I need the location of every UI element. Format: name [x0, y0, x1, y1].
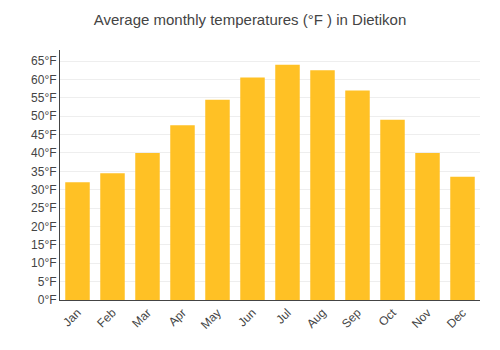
svg-text:May: May: [198, 306, 224, 332]
svg-text:55°F: 55°F: [31, 91, 56, 105]
svg-text:35°F: 35°F: [31, 165, 56, 179]
svg-text:65°F: 65°F: [31, 54, 56, 68]
svg-text:60°F: 60°F: [31, 73, 56, 87]
svg-text:45°F: 45°F: [31, 128, 56, 142]
svg-text:Jan: Jan: [60, 306, 84, 330]
svg-text:50°F: 50°F: [31, 109, 56, 123]
svg-text:Feb: Feb: [94, 306, 119, 331]
svg-text:0°F: 0°F: [38, 293, 57, 307]
svg-text:Sep: Sep: [339, 306, 364, 331]
svg-text:Nov: Nov: [409, 306, 434, 331]
svg-text:15°F: 15°F: [31, 238, 56, 252]
svg-text:Jun: Jun: [235, 306, 259, 330]
svg-text:Apr: Apr: [166, 306, 189, 329]
svg-text:Aug: Aug: [304, 306, 329, 331]
svg-text:5°F: 5°F: [38, 275, 57, 289]
svg-text:Dec: Dec: [444, 306, 469, 331]
svg-text:20°F: 20°F: [31, 220, 56, 234]
svg-text:40°F: 40°F: [31, 146, 56, 160]
svg-text:Mar: Mar: [129, 306, 154, 331]
svg-text:30°F: 30°F: [31, 183, 56, 197]
svg-text:Oct: Oct: [376, 305, 400, 329]
svg-text:Jul: Jul: [273, 306, 294, 327]
svg-text:Average monthly temperatures (: Average monthly temperatures (°F ) in Di…: [94, 11, 407, 28]
svg-text:10°F: 10°F: [31, 256, 56, 270]
svg-text:25°F: 25°F: [31, 201, 56, 215]
